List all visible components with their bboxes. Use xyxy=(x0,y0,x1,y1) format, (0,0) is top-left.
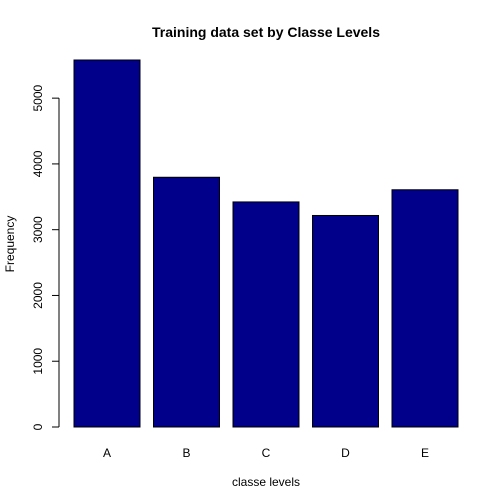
bar-b xyxy=(153,176,220,428)
y-tick-label: 4000 xyxy=(31,150,45,177)
y-tick-label: 2000 xyxy=(31,282,45,309)
y-tick-label: 1000 xyxy=(31,348,45,375)
bar-e xyxy=(391,189,459,428)
chart-title: Training data set by Classe Levels xyxy=(152,24,380,40)
y-axis: 0 1000 2000 3000 4000 5000 xyxy=(31,84,60,430)
x-tick-label: B xyxy=(182,446,190,460)
y-tick-label: 0 xyxy=(31,423,45,430)
y-tick-label: 3000 xyxy=(31,216,45,243)
x-tick-label: D xyxy=(341,446,350,460)
bar-d xyxy=(312,214,379,428)
bars xyxy=(73,59,459,428)
x-axis-label: classe levels xyxy=(232,475,300,489)
bar-a xyxy=(73,59,141,428)
bar-c xyxy=(232,201,300,428)
x-tick-label: E xyxy=(421,446,429,460)
x-tick-labels: A B C D E xyxy=(103,446,429,460)
x-tick-label: C xyxy=(262,446,271,460)
y-tick-label: 5000 xyxy=(31,84,45,111)
x-tick-label: A xyxy=(103,446,111,460)
y-axis-label: Frequency xyxy=(3,216,17,273)
